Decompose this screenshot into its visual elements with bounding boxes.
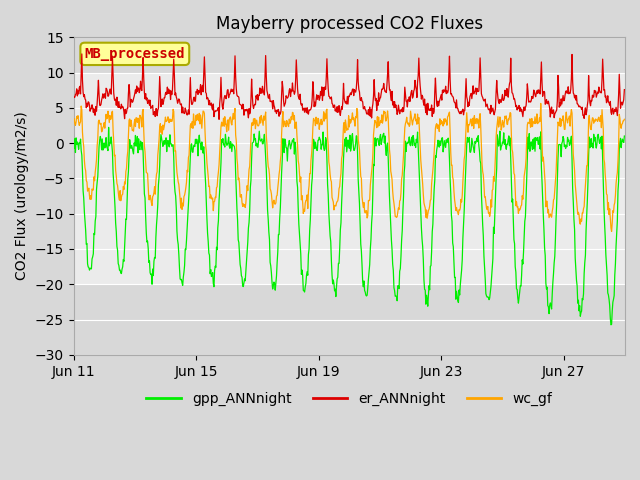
Text: MB_processed: MB_processed <box>84 47 185 61</box>
Title: Mayberry processed CO2 Fluxes: Mayberry processed CO2 Fluxes <box>216 15 483 33</box>
Y-axis label: CO2 Flux (urology/m2/s): CO2 Flux (urology/m2/s) <box>15 112 29 280</box>
Bar <box>74 72 625 284</box>
Legend: gpp_ANNnight, er_ANNnight, wc_gf: gpp_ANNnight, er_ANNnight, wc_gf <box>141 386 558 411</box>
